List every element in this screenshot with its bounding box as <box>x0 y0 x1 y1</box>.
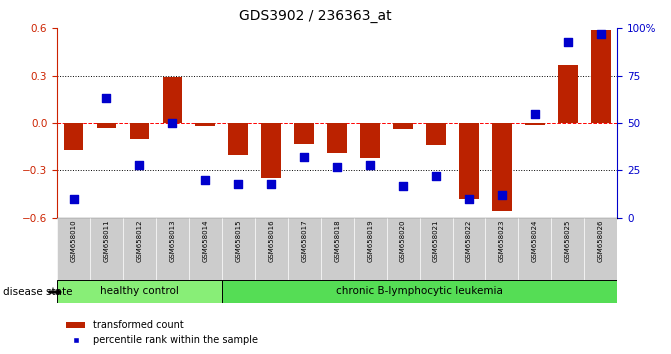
Bar <box>64 123 83 150</box>
Bar <box>97 123 116 128</box>
Text: GSM658017: GSM658017 <box>301 219 307 262</box>
Text: GSM658021: GSM658021 <box>433 219 439 262</box>
Point <box>529 111 540 116</box>
Point <box>167 120 178 126</box>
Text: GSM658025: GSM658025 <box>565 219 571 262</box>
Point <box>134 162 145 167</box>
Bar <box>584 218 617 280</box>
Text: GSM658022: GSM658022 <box>466 219 472 262</box>
Text: GSM658015: GSM658015 <box>236 219 242 262</box>
Text: GSM658016: GSM658016 <box>268 219 274 262</box>
Bar <box>419 218 452 280</box>
Text: GSM658024: GSM658024 <box>532 219 538 262</box>
Bar <box>222 280 617 303</box>
Text: GSM658018: GSM658018 <box>334 219 340 262</box>
Bar <box>552 218 584 280</box>
Bar <box>262 123 281 178</box>
Text: GSM658020: GSM658020 <box>400 219 406 262</box>
Bar <box>426 123 446 145</box>
Bar <box>360 123 380 158</box>
Point <box>101 96 112 101</box>
Bar <box>222 218 255 280</box>
Text: GSM658010: GSM658010 <box>70 219 76 262</box>
Legend: transformed count, percentile rank within the sample: transformed count, percentile rank withi… <box>62 316 262 349</box>
Bar <box>486 218 519 280</box>
Point <box>200 177 211 183</box>
Bar <box>525 123 545 125</box>
Bar <box>558 65 578 123</box>
Text: GSM658012: GSM658012 <box>136 219 142 262</box>
Text: disease state: disease state <box>3 287 73 297</box>
Text: GSM658019: GSM658019 <box>367 219 373 262</box>
Point <box>365 162 376 167</box>
Bar <box>228 123 248 155</box>
Bar <box>393 123 413 129</box>
Point <box>266 181 276 187</box>
Text: GSM658013: GSM658013 <box>169 219 175 262</box>
Bar <box>386 218 419 280</box>
Bar <box>459 123 479 199</box>
Bar <box>591 30 611 123</box>
Text: GSM658026: GSM658026 <box>598 219 604 262</box>
Text: healthy control: healthy control <box>100 286 179 296</box>
Bar <box>189 218 222 280</box>
Bar <box>57 280 222 303</box>
Point <box>464 196 474 202</box>
Bar <box>288 218 321 280</box>
Bar <box>492 123 512 211</box>
Text: GDS3902 / 236363_at: GDS3902 / 236363_at <box>239 9 392 23</box>
Bar <box>90 218 123 280</box>
Bar <box>123 218 156 280</box>
Point <box>331 164 342 170</box>
Bar <box>162 77 183 123</box>
Point <box>431 173 442 179</box>
Bar <box>57 218 90 280</box>
Bar <box>255 218 288 280</box>
Point <box>595 31 606 37</box>
Bar <box>130 123 150 139</box>
Text: GSM658023: GSM658023 <box>499 219 505 262</box>
Point <box>299 154 309 160</box>
Point <box>233 181 244 187</box>
Bar <box>327 123 347 153</box>
Bar <box>354 218 386 280</box>
Bar <box>295 123 314 143</box>
Bar <box>321 218 354 280</box>
Text: chronic B-lymphocytic leukemia: chronic B-lymphocytic leukemia <box>336 286 503 296</box>
Bar <box>519 218 552 280</box>
Text: GSM658014: GSM658014 <box>203 219 209 262</box>
Text: GSM658011: GSM658011 <box>103 219 109 262</box>
Point <box>68 196 79 202</box>
Point <box>398 183 409 188</box>
Bar <box>452 218 486 280</box>
Bar <box>156 218 189 280</box>
Bar <box>195 123 215 126</box>
Point <box>497 192 507 198</box>
Point <box>562 39 573 44</box>
